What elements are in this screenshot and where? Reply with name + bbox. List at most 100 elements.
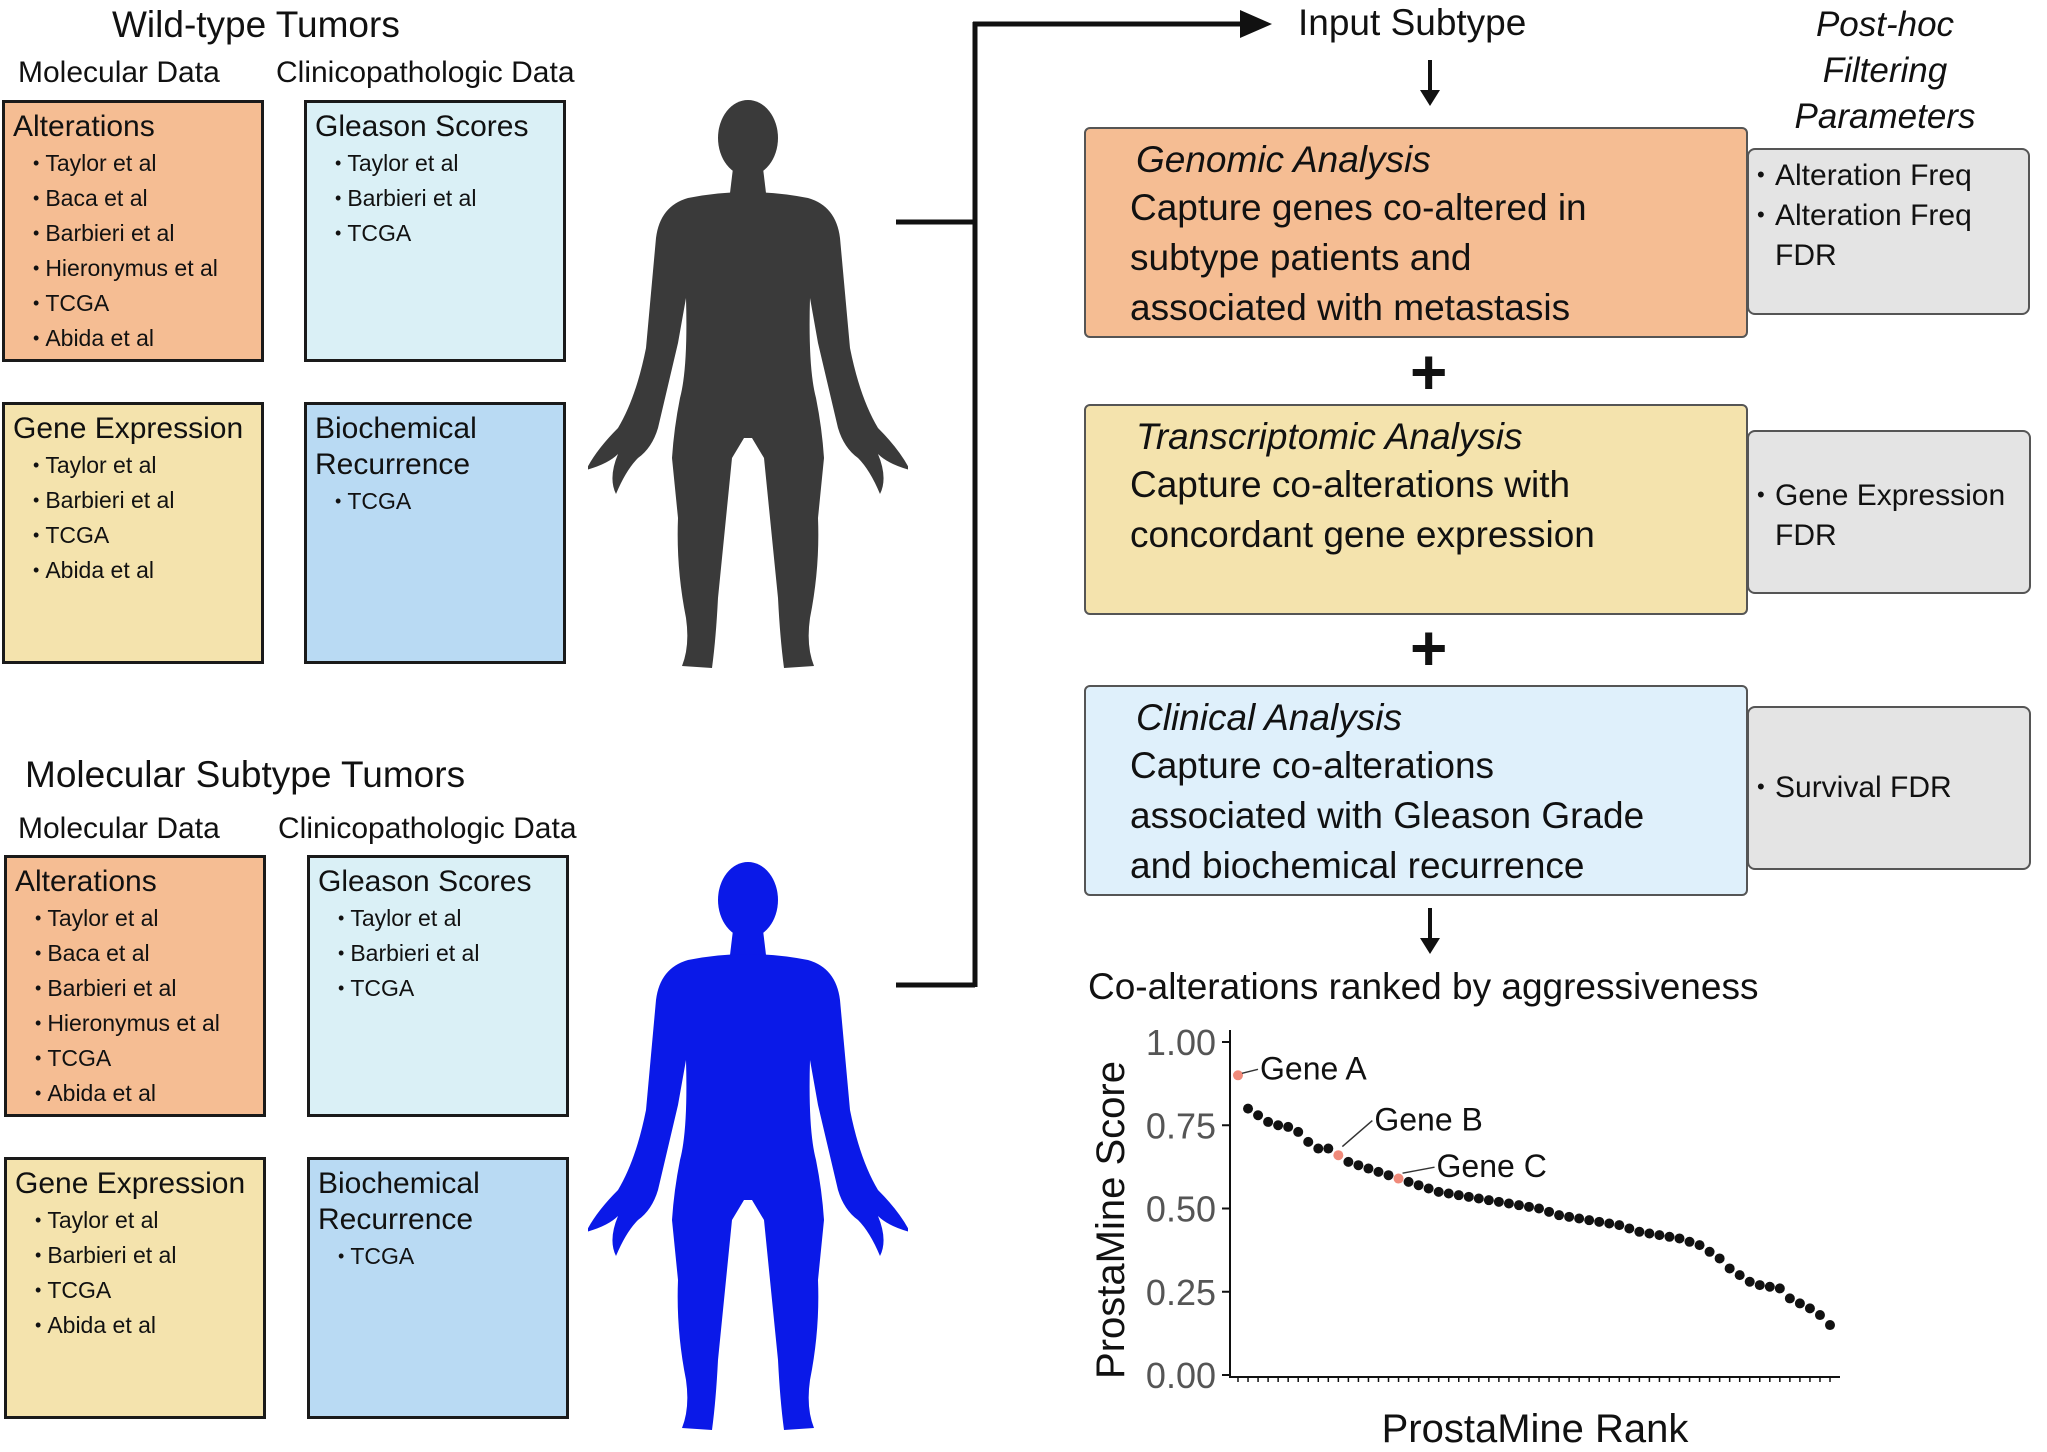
data-point bbox=[1453, 1190, 1464, 1201]
list-item: Baca et al bbox=[35, 937, 255, 972]
x-axis-label: ProstaMine Rank bbox=[1382, 1407, 1690, 1450]
subtype-expression-list: Taylor et alBarbieri et alTCGAAbida et a… bbox=[35, 1204, 255, 1344]
wildtype-gleason-box: Gleason Scores Taylor et alBarbieri et a… bbox=[304, 100, 566, 362]
annotation-leader bbox=[1341, 1119, 1373, 1148]
posthoc-label: Post-hoc Filtering Parameters bbox=[1760, 2, 2010, 140]
data-point bbox=[1433, 1186, 1444, 1197]
transcriptomic-analysis-box: Transcriptomic Analysis Capture co-alter… bbox=[1084, 404, 1748, 615]
chart-axes: 0.00 0.25 0.50 0.75 1.00 bbox=[1146, 1022, 1840, 1396]
data-point bbox=[1393, 1173, 1404, 1184]
data-point bbox=[1513, 1200, 1524, 1211]
input-subtype-label: Input Subtype bbox=[1298, 2, 1527, 43]
box-title: Gene Expression bbox=[13, 412, 244, 445]
data-point bbox=[1814, 1310, 1825, 1321]
data-point bbox=[1564, 1211, 1575, 1222]
wildtype-expression-list: Taylor et alBarbieri et alTCGAAbida et a… bbox=[33, 449, 253, 589]
list-item: Taylor et al bbox=[335, 147, 555, 182]
data-point bbox=[1604, 1218, 1615, 1229]
arrowhead bbox=[1240, 10, 1272, 38]
box-title: Gleason Scores bbox=[318, 865, 532, 898]
param-item: Alteration Freq FDR bbox=[1757, 195, 2018, 276]
data-point bbox=[1764, 1281, 1775, 1292]
data-point bbox=[1353, 1160, 1364, 1171]
data-point bbox=[1283, 1121, 1294, 1132]
subtype-gleason-list: Taylor et alBarbieri et alTCGA bbox=[338, 902, 558, 1007]
subtype-expression-box: Gene Expression Taylor et alBarbieri et … bbox=[4, 1157, 266, 1419]
desc-line: and biochemical recurrence bbox=[1130, 845, 1585, 886]
wildtype-title: Wild-type Tumors bbox=[112, 4, 400, 45]
clinical-params-list: Survival FDR bbox=[1757, 767, 2019, 808]
box-title: Biochemical bbox=[318, 1167, 480, 1200]
subtype-alterations-list: Taylor et alBaca et alBarbieri et alHier… bbox=[35, 902, 255, 1112]
clinical-analysis-box: Clinical Analysis Capture co-alterations… bbox=[1084, 685, 1748, 896]
data-point bbox=[1413, 1180, 1424, 1191]
wildtype-expression-box: Gene Expression Taylor et alBarbieri et … bbox=[2, 402, 264, 664]
subtype-alterations-box: Alterations Taylor et alBaca et alBarbie… bbox=[4, 855, 266, 1117]
annotation-leader bbox=[1241, 1068, 1259, 1075]
y-axis-label: ProstaMine Score bbox=[1089, 1061, 1133, 1379]
box-title: Biochemical bbox=[315, 412, 477, 445]
data-point bbox=[1784, 1293, 1795, 1304]
data-point bbox=[1554, 1210, 1565, 1221]
wildtype-alterations-box: Alterations Taylor et alBaca et alBarbie… bbox=[2, 100, 264, 362]
clinical-analysis-title: Clinical Analysis bbox=[1136, 697, 1402, 738]
genomic-analysis-desc: Capture genes co-altered in subtype pati… bbox=[1130, 183, 1702, 333]
posthoc-label-line: Parameters bbox=[1794, 97, 1976, 136]
list-item: Taylor et al bbox=[33, 449, 253, 484]
param-item: Survival FDR bbox=[1757, 767, 2019, 808]
data-point bbox=[1614, 1220, 1625, 1231]
data-point bbox=[1273, 1120, 1284, 1131]
data-point bbox=[1363, 1163, 1374, 1174]
data-point bbox=[1594, 1216, 1605, 1227]
desc-line: concordant gene expression bbox=[1130, 514, 1595, 555]
genomic-params-box: Alteration Freq Alteration Freq FDR bbox=[1747, 148, 2030, 315]
data-point bbox=[1483, 1195, 1494, 1206]
list-item: TCGA bbox=[35, 1274, 255, 1309]
box-title: Gene Expression bbox=[15, 1167, 246, 1200]
desc-line: Capture co-alterations with bbox=[1130, 464, 1571, 505]
genomic-analysis-title: Genomic Analysis bbox=[1136, 139, 1431, 180]
y-tick-label: 0.00 bbox=[1146, 1355, 1216, 1396]
list-item: TCGA bbox=[338, 972, 558, 1007]
list-item: Abida et al bbox=[35, 1077, 255, 1112]
wildtype-molecular-label: Molecular Data bbox=[18, 56, 220, 89]
subtype-gleason-box: Gleason Scores Taylor et alBarbieri et a… bbox=[307, 855, 569, 1117]
data-point bbox=[1523, 1201, 1534, 1212]
desc-line: Capture genes co-altered in bbox=[1130, 187, 1587, 228]
data-point bbox=[1233, 1070, 1243, 1081]
data-point bbox=[1534, 1203, 1545, 1214]
desc-line: associated with Gleason Grade bbox=[1130, 795, 1645, 836]
transcriptomic-params-list: Gene Expression FDR bbox=[1757, 475, 2019, 556]
posthoc-label-line: Filtering bbox=[1822, 51, 1948, 90]
data-point bbox=[1654, 1230, 1665, 1241]
desc-line: subtype patients and bbox=[1130, 237, 1472, 278]
wildtype-biochemical-list: TCGA bbox=[335, 485, 555, 520]
y-tick-label: 0.50 bbox=[1146, 1189, 1216, 1230]
data-point bbox=[1263, 1116, 1274, 1127]
annotation-label: Gene B bbox=[1374, 1102, 1483, 1138]
list-item: Taylor et al bbox=[338, 902, 558, 937]
data-point bbox=[1383, 1170, 1394, 1181]
clinical-analysis-desc: Capture co-alterations associated with G… bbox=[1130, 741, 1702, 891]
y-tick-label: 1.00 bbox=[1146, 1022, 1216, 1063]
box-title: Recurrence bbox=[315, 448, 471, 481]
posthoc-label-line: Post-hoc bbox=[1815, 5, 1955, 44]
data-point bbox=[1343, 1156, 1354, 1167]
box-title: Alterations bbox=[15, 865, 157, 898]
data-point bbox=[1333, 1150, 1344, 1161]
data-point bbox=[1734, 1270, 1745, 1281]
list-item: Barbieri et al bbox=[35, 1239, 255, 1274]
clinical-params-box: Survival FDR bbox=[1747, 706, 2031, 870]
y-tick-label: 0.25 bbox=[1146, 1272, 1216, 1313]
transcriptomic-params-box: Gene Expression FDR bbox=[1747, 430, 2031, 594]
param-item: Gene Expression FDR bbox=[1757, 475, 2019, 556]
list-item: Taylor et al bbox=[35, 1204, 255, 1239]
plus-symbol: + bbox=[1410, 612, 1448, 684]
plus-symbol: + bbox=[1410, 336, 1448, 408]
data-point bbox=[1664, 1231, 1675, 1242]
data-point bbox=[1293, 1126, 1304, 1137]
list-item: Abida et al bbox=[35, 1309, 255, 1344]
annotation-leader bbox=[1402, 1166, 1435, 1174]
data-point bbox=[1473, 1193, 1484, 1204]
